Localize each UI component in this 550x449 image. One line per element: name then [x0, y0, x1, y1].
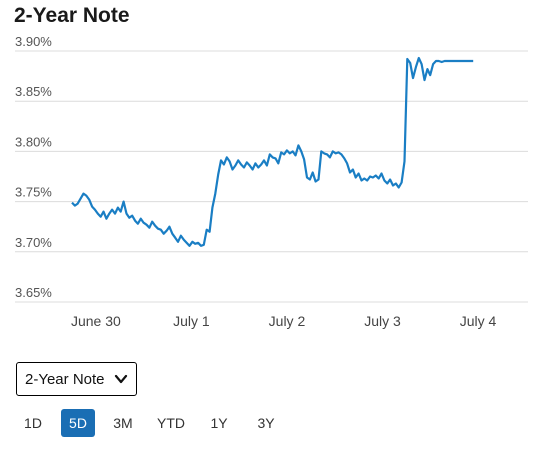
range-button-1y[interactable]: 1Y: [210, 415, 228, 431]
x-tick-label: July 1: [173, 313, 210, 329]
time-range-tabs: 1D 5D 3M YTD 1Y 3Y: [14, 408, 294, 438]
y-tick-label: 3.75%: [15, 185, 52, 200]
page-title: 2-Year Note: [14, 4, 130, 27]
series-line: [71, 56, 474, 247]
range-button-3m[interactable]: 3M: [113, 415, 133, 431]
y-tick-label: 3.80%: [15, 134, 52, 149]
x-tick-label: July 4: [460, 313, 497, 329]
instrument-select[interactable]: 2-Year Note: [16, 362, 137, 396]
x-tick-label: June 30: [71, 313, 121, 329]
instrument-select-value: 2-Year Note: [25, 370, 105, 388]
x-tick-label: July 3: [364, 313, 401, 329]
line-chart: 3.90% 3.85% 3.80% 3.75% 3.70% 3.65% June 30 Jul…: [15, 34, 528, 329]
y-tick-label: 3.65%: [15, 285, 52, 300]
x-tick-label: July 2: [269, 313, 306, 329]
chevron-down-icon: [114, 374, 128, 384]
y-tick-label: 3.70%: [15, 235, 52, 250]
range-button-3y[interactable]: 3Y: [257, 415, 275, 431]
range-button-1d[interactable]: 1D: [24, 415, 42, 431]
y-tick-label: 3.85%: [15, 84, 52, 99]
range-button-5d[interactable]: 5D: [61, 409, 95, 437]
range-button-ytd[interactable]: YTD: [157, 415, 185, 431]
y-tick-label: 3.90%: [15, 34, 52, 49]
